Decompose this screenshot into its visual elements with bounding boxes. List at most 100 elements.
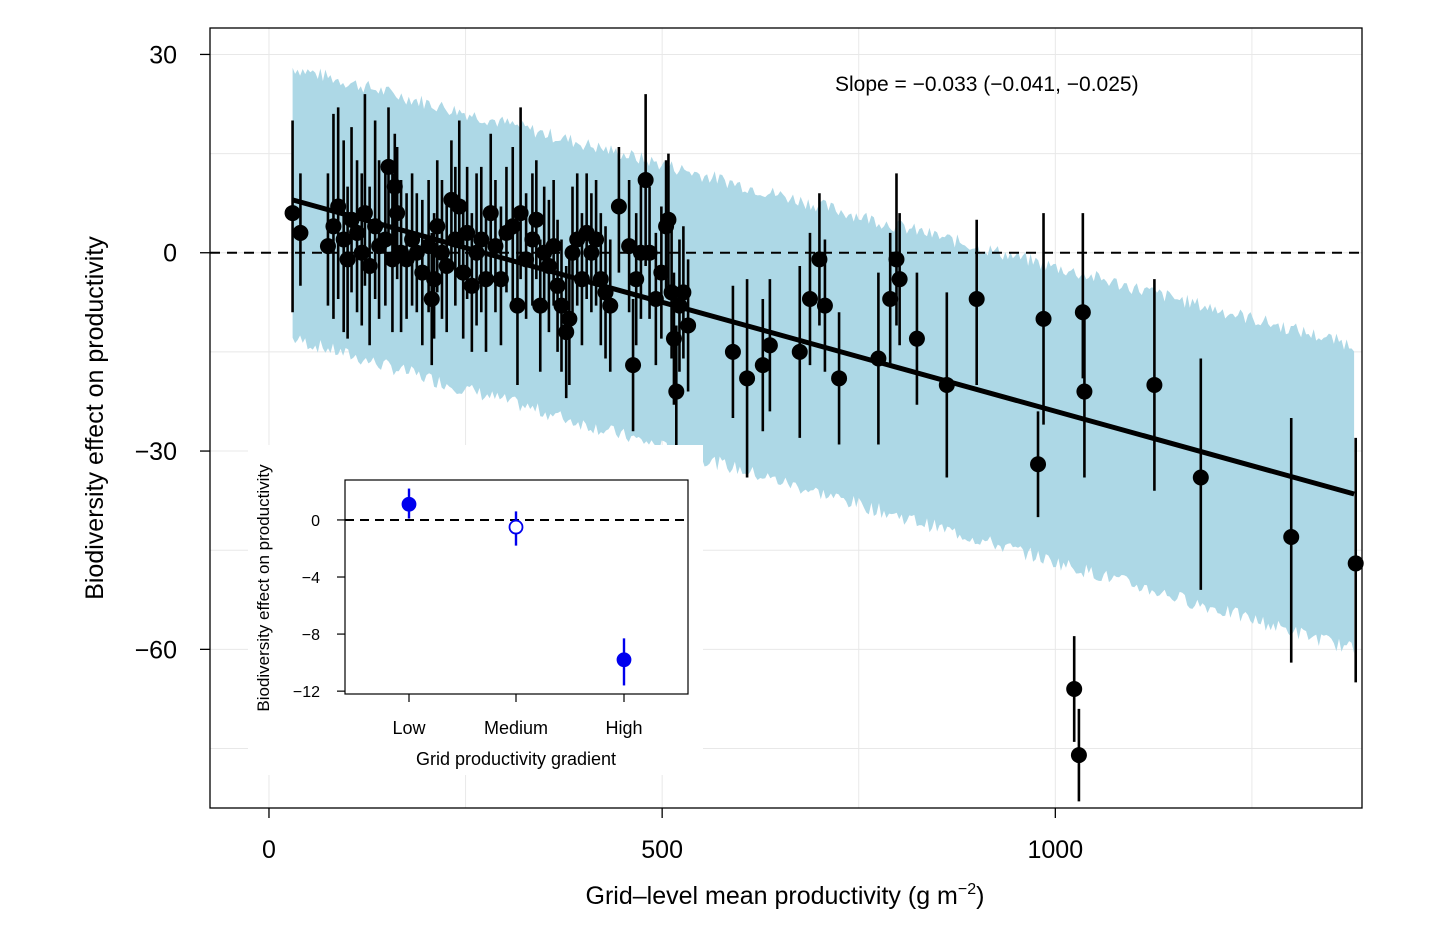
data-point: [463, 277, 480, 294]
data-point: [423, 291, 440, 308]
main-y-axis: 30 0 −30 −60: [135, 41, 210, 664]
data-point: [968, 291, 985, 308]
data-point: [761, 337, 778, 354]
data-point: [389, 205, 406, 222]
data-point: [429, 218, 446, 235]
regression-line: [291, 197, 1355, 497]
data-point: [754, 357, 771, 374]
data-point: [386, 178, 403, 195]
main-x-axis: 0 500 1000: [262, 808, 1083, 864]
data-point: [447, 231, 464, 248]
data-point: [524, 231, 541, 248]
data-point: [660, 211, 677, 228]
data-point: [339, 251, 356, 268]
main-x-axis-label: Grid–level mean productivity (g m−2): [586, 881, 985, 910]
inset-data-point: [616, 652, 632, 668]
data-point: [330, 198, 347, 215]
data-point: [438, 257, 455, 274]
data-point: [675, 284, 692, 301]
inset-data-points: [401, 488, 632, 686]
data-point: [343, 211, 360, 228]
main-y-axis-label: Biodiversity effect on productivity: [81, 236, 109, 600]
data-point: [349, 224, 366, 241]
x-tick-label: 0: [262, 836, 276, 864]
data-point: [831, 370, 848, 387]
data-point: [1146, 376, 1163, 393]
data-point: [870, 350, 887, 367]
inset-x-axis: Low Medium High: [392, 694, 643, 738]
data-point: [637, 172, 654, 189]
data-point: [816, 297, 833, 314]
main-plot-frame: [209, 27, 1363, 809]
data-point: [528, 211, 545, 228]
inset-x-tick-label: High: [605, 718, 642, 738]
data-point: [335, 231, 352, 248]
data-point: [319, 238, 336, 255]
data-point: [545, 238, 562, 255]
data-point: [478, 271, 495, 288]
data-point: [882, 291, 899, 308]
inset-y-tick-label: −12: [293, 684, 320, 701]
data-point: [641, 244, 658, 261]
data-point: [380, 158, 397, 175]
data-point: [553, 297, 570, 314]
data-point: [549, 277, 566, 294]
inset-y-axis: 0 −4 −8 −12: [293, 513, 345, 701]
data-point: [532, 297, 549, 314]
data-point: [680, 317, 697, 334]
data-point: [1283, 528, 1300, 545]
data-point: [504, 218, 521, 235]
data-point: [668, 383, 685, 400]
data-point: [482, 205, 499, 222]
data-point: [540, 257, 557, 274]
data-point: [325, 218, 342, 235]
data-point: [455, 264, 472, 281]
y-tick-label: −60: [135, 636, 177, 664]
y-tick-label: 30: [149, 41, 177, 69]
x-tick-label: 1000: [1028, 836, 1084, 864]
data-point: [908, 330, 925, 347]
data-point: [663, 284, 680, 301]
data-point: [621, 238, 638, 255]
data-point: [573, 271, 590, 288]
data-point: [811, 251, 828, 268]
data-point: [284, 205, 301, 222]
data-point: [558, 324, 575, 341]
inset-x-tick-label: Medium: [484, 718, 548, 738]
data-point: [353, 244, 370, 261]
data-point: [433, 244, 450, 261]
data-point: [1035, 310, 1052, 327]
data-point: [492, 271, 509, 288]
data-point: [487, 238, 504, 255]
data-point: [653, 264, 670, 281]
data-point: [356, 205, 373, 222]
confidence-band-area: [292, 67, 1355, 654]
data-point: [512, 205, 529, 222]
data-point: [414, 264, 431, 281]
inset-y-axis-label: Biodiversity effect on productivity: [254, 464, 273, 712]
data-point: [561, 310, 578, 327]
slope-annotation: Slope = −0.033 (−0.041, −0.025): [835, 73, 1139, 96]
data-point: [404, 231, 421, 248]
data-point: [724, 343, 741, 360]
data-point: [564, 244, 581, 261]
confidence-band: [292, 67, 1355, 654]
data-point: [468, 244, 485, 261]
data-point: [459, 224, 476, 241]
data-point: [361, 257, 378, 274]
inset-x-tick-label: Low: [392, 718, 426, 738]
data-point: [408, 244, 425, 261]
data-point: [671, 297, 688, 314]
data-point: [891, 271, 908, 288]
data-point: [791, 343, 808, 360]
inset-data-point: [401, 496, 417, 512]
data-point: [583, 244, 600, 261]
data-point: [473, 231, 490, 248]
y-tick-label: 0: [163, 240, 177, 268]
data-point: [597, 284, 614, 301]
data-point: [665, 330, 682, 347]
data-point: [739, 370, 756, 387]
data-point: [420, 238, 437, 255]
